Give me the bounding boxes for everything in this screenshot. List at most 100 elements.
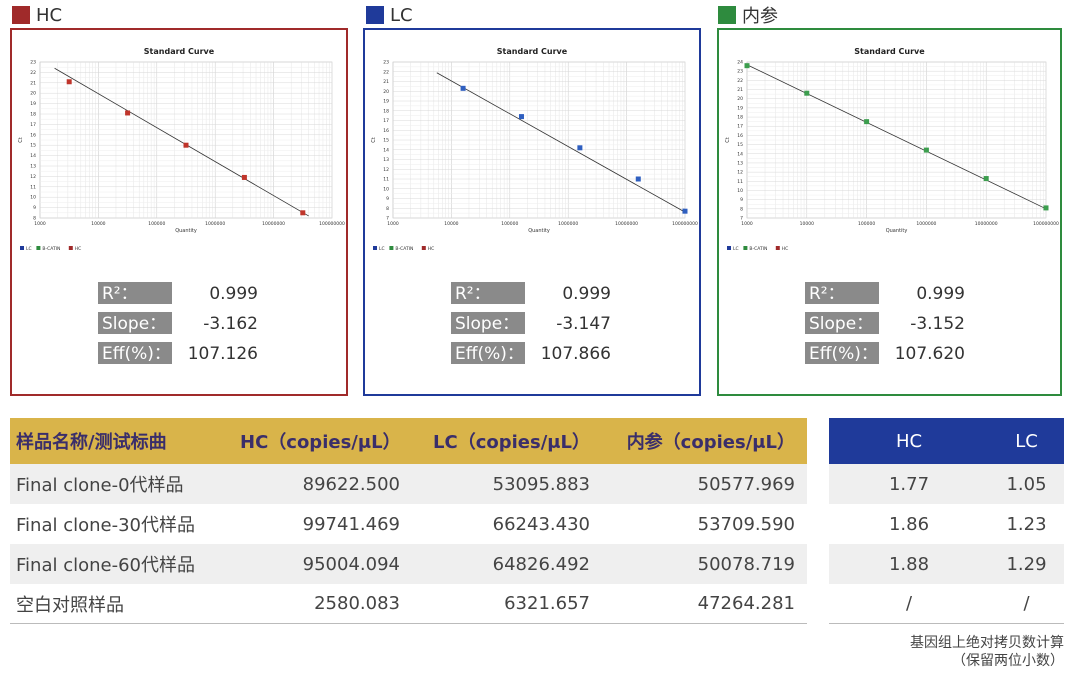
x-tick-label: 10000 [91,221,105,227]
ratio-row: 1.77 1.05 [829,464,1064,504]
y-tick-label: 20 [737,96,743,102]
cell-hc: 89622.500 [302,473,400,495]
y-tick-label: 21 [30,80,36,86]
y-tick-label: 13 [383,157,389,163]
y-tick-label: 20 [30,91,36,97]
ratio-header-lc: LC [1015,430,1038,452]
legend-swatch [36,246,41,250]
y-tick-label: 10 [383,186,389,192]
legend-label: HC [75,246,82,252]
cell-sample: Final clone-30代样品 [16,515,195,536]
table-header: 样品名称/测试标曲 HC（copies/μL） LC（copies/μL） 内参… [10,418,807,464]
y-tick-label: 11 [30,184,36,190]
ratio-lc: 1.23 [1006,513,1047,535]
data-point [66,79,72,85]
y-tick-label: 7 [740,216,743,222]
y-tick-label: 23 [30,60,36,66]
y-tick-label: 14 [30,153,36,159]
sample-copies-table: 样品名称/测试标曲 HC（copies/μL） LC（copies/μL） 内参… [10,418,807,624]
data-point [744,63,750,69]
stat-label-bg-r2 [451,282,525,304]
standard-curve-panel-lc: Standard Curve 7 8 9 10 11 12 13 14 15 16 17 18 19 20 2… [363,28,701,396]
x-tick-label: 100000000 [672,221,698,227]
stat-value-eff: 107.620 [895,344,965,364]
y-tick-label: 24 [737,60,743,66]
data-point [864,119,870,125]
ratio-hc: 1.88 [888,553,930,575]
stat-value-eff: 107.866 [541,344,611,364]
ratio-lc: 1.05 [1006,473,1047,495]
stat-value-r2: 0.999 [562,284,611,304]
standard-curve-svg: Standard Curve 7 8 9 10 11 12 13 14 15 16 17 18 19 20 2… [725,47,1059,364]
data-point [125,110,131,116]
table-row: Final clone-0代样品 89622.500 53095.883 505… [10,464,807,504]
stat-label-r2: R²： [809,284,845,304]
legend-label: LC [26,246,32,252]
cell-lc: 53095.883 [492,473,590,495]
legend-swatch [421,246,426,250]
stat-value-r2: 0.999 [209,284,258,304]
data-point [577,145,583,151]
legend-swatch [20,246,24,250]
ratio-header-hc: HC [895,430,923,452]
panel-label-lc: LC [390,4,413,26]
cell-ref: 53709.590 [697,513,795,535]
y-tick-label: 10 [30,195,36,201]
x-tick-label: 10000 [800,221,814,227]
ratio-lc: 1.29 [1006,553,1047,575]
stat-label-bg-slope [98,312,172,334]
footnote-line-2: （保留两位小数） [952,653,1064,669]
x-tick-label: 100000 [501,221,518,227]
data-point [682,208,688,214]
x-tick-label: 100000 [148,221,165,227]
data-point [983,176,989,182]
data-point [460,85,466,91]
header-lc: LC（copies/μL） [433,432,590,453]
y-tick-label: 22 [30,70,36,76]
lc-swatch [366,6,384,24]
panel-header-hc: HC [12,4,62,26]
x-axis-label: Quantity [886,228,908,234]
stat-label-bg-eff [451,342,525,364]
y-tick-label: 18 [30,112,36,118]
y-tick-label: 17 [30,122,36,128]
y-tick-label: 17 [737,124,743,130]
stat-value-slope: -3.152 [910,314,965,334]
y-tick-label: 14 [737,151,743,157]
y-tick-label: 8 [386,206,389,212]
ratio-lc: / [1023,593,1030,614]
header-ref: 内参（copies/μL） [626,432,795,453]
stat-label-eff: Eff(%)： [809,344,878,364]
y-tick-label: 11 [383,177,389,183]
y-tick-label: 21 [737,87,743,93]
cell-sample: Final clone-60代样品 [16,555,195,576]
data-point [635,176,641,182]
cell-lc: 64826.492 [492,553,590,575]
y-axis-label: Ct [725,137,731,142]
stat-label-bg-slope [451,312,525,334]
standard-curve-panel-ref: Standard Curve 7 8 9 10 11 12 13 14 15 16 17 18 19 20 2… [717,28,1062,396]
standard-curve-panel-hc: Standard Curve 8 9 10 11 12 13 14 15 16 17 18 19 20 21… [10,28,348,396]
y-tick-label: 9 [740,197,743,203]
stat-value-eff: 107.126 [188,344,258,364]
y-tick-label: 22 [737,78,743,84]
panel-header-ref: 内参 [718,4,778,27]
cell-ref: 47264.281 [697,593,795,614]
y-tick-label: 7 [386,216,389,222]
y-tick-label: 8 [33,216,36,222]
data-point [300,210,306,216]
y-tick-label: 17 [383,118,389,124]
stat-label-slope: Slope： [102,314,166,334]
data-point [804,90,810,96]
y-tick-label: 8 [740,206,743,212]
legend-swatch [727,246,731,250]
stat-label-bg-eff [98,342,172,364]
ratio-row: 1.88 1.29 [829,544,1064,584]
footnote: 基因组上绝对拷贝数计算 （保留两位小数） [910,634,1064,670]
stat-label-bg-r2 [805,282,879,304]
cell-hc: 95004.094 [302,553,400,575]
x-tick-label: 1000000 [916,221,936,227]
ref-swatch [718,6,736,24]
y-tick-label: 13 [737,160,743,166]
x-axis-label: Quantity [175,228,197,234]
